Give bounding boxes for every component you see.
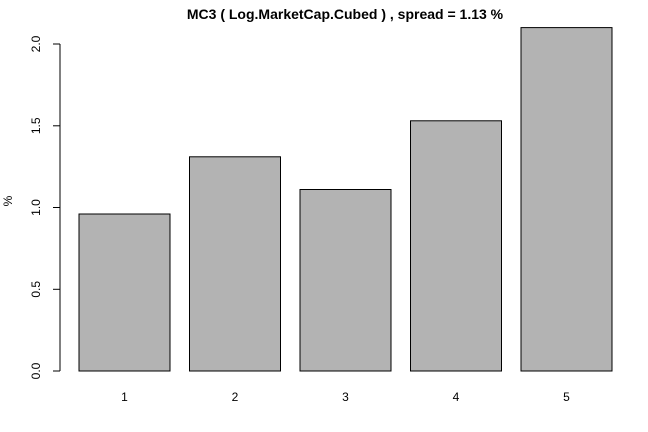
x-tick-label-2: 2 bbox=[232, 390, 239, 404]
x-tick-label-5: 5 bbox=[563, 390, 570, 404]
y-tick-label: 0.5 bbox=[29, 281, 43, 298]
y-tick-label: 1.5 bbox=[29, 117, 43, 134]
y-tick-label: 2.0 bbox=[29, 35, 43, 52]
y-axis-label: % bbox=[1, 195, 15, 206]
bar-5 bbox=[520, 27, 613, 372]
bars-group bbox=[78, 27, 613, 372]
x-tick-label-4: 4 bbox=[453, 390, 460, 404]
chart-title: MC3 ( Log.MarketCap.Cubed ) , spread = 1… bbox=[187, 6, 504, 22]
bar-2 bbox=[189, 156, 281, 372]
y-tick-label: 0.0 bbox=[29, 362, 43, 379]
bar-4 bbox=[410, 120, 502, 372]
x-tick-label-1: 1 bbox=[121, 390, 128, 404]
y-tick-label: 1.0 bbox=[29, 199, 43, 216]
x-axis-labels: 1 2 3 4 5 bbox=[121, 390, 570, 404]
y-axis: 0.0 0.5 1.0 1.5 2.0 bbox=[29, 35, 61, 379]
bar-3 bbox=[299, 189, 392, 372]
bar-1 bbox=[78, 213, 171, 372]
x-tick-label-3: 3 bbox=[342, 390, 349, 404]
